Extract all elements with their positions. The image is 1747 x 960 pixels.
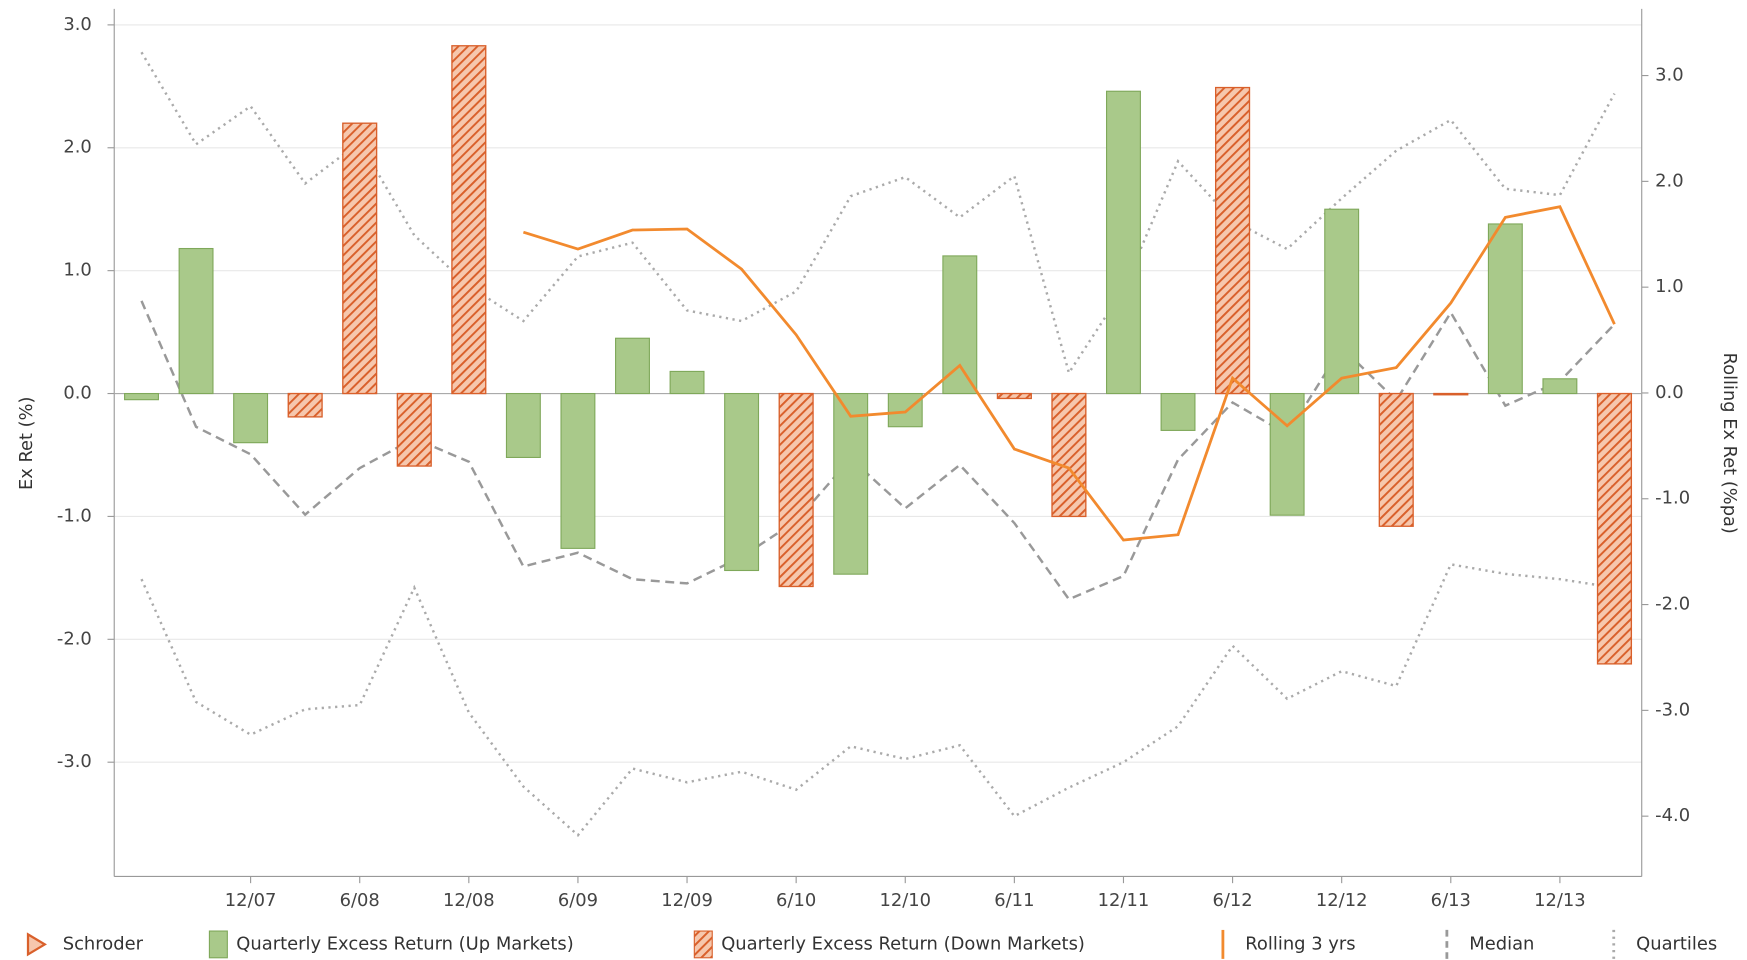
bar (560, 392, 596, 549)
rolling-line (522, 205, 1616, 542)
y2-tick-label: 0.0 (1655, 382, 1683, 403)
legend-label: Quarterly Excess Return (Up Markets) (236, 933, 573, 954)
bar (1051, 392, 1087, 518)
bar (342, 122, 378, 395)
legend-swatch (208, 930, 228, 959)
bar (1378, 392, 1414, 527)
x-tick-label: 12/09 (661, 890, 713, 911)
bar (1324, 208, 1360, 395)
legend-label: Quarterly Excess Return (Down Markets) (721, 933, 1085, 954)
bar (1433, 392, 1469, 396)
bar (942, 255, 978, 395)
y2-axis-title: Rolling Ex Ret (%pa) (1719, 353, 1740, 534)
bar (178, 247, 214, 395)
bar (1269, 392, 1305, 516)
y2-tick-label: 2.0 (1655, 170, 1683, 191)
bar (1105, 90, 1141, 395)
bar (669, 370, 705, 395)
y-tick-label: 0.0 (63, 383, 91, 404)
y-tick-label: -3.0 (57, 751, 92, 772)
upper-quartile-line (140, 51, 1616, 376)
x-tick-label: 12/11 (1098, 890, 1150, 911)
x-tick-label: 12/08 (443, 890, 495, 911)
y2-tick-label: -2.0 (1655, 594, 1690, 615)
bar (1214, 86, 1251, 395)
x-tick-label: 6/09 (558, 890, 598, 911)
legend-swatch (693, 930, 713, 959)
x-tick-label: 12/10 (879, 890, 931, 911)
y2-tick-label: -4.0 (1655, 805, 1690, 826)
x-tick-label: 6/10 (776, 890, 816, 911)
legend-label: Median (1469, 933, 1534, 954)
bar (1487, 223, 1523, 395)
legend-label: Schroder (63, 933, 144, 954)
bar (833, 392, 869, 575)
y-tick-label: 2.0 (63, 137, 91, 158)
x-tick-label: 12/13 (1534, 890, 1586, 911)
y-tick-label: 1.0 (63, 260, 91, 281)
x-tick-label: 12/12 (1316, 890, 1368, 911)
x-tick-label: 12/07 (225, 890, 277, 911)
y-tick-label: -2.0 (57, 628, 92, 649)
bar (887, 392, 923, 428)
y-axis-title: Ex Ret (%) (16, 397, 37, 490)
y2-tick-label: 3.0 (1655, 65, 1683, 86)
x-tick-label: 6/11 (994, 890, 1034, 911)
lower-quartile-line (140, 562, 1615, 837)
y-tick-label: 3.0 (63, 14, 91, 35)
bar (1542, 378, 1578, 395)
bar (124, 392, 159, 401)
bar (1160, 392, 1196, 431)
bar (287, 392, 323, 418)
bar (778, 392, 814, 588)
bar (505, 392, 541, 458)
x-tick-label: 6/13 (1431, 890, 1471, 911)
y-tick-label: -1.0 (57, 505, 92, 526)
y2-tick-label: 1.0 (1655, 276, 1683, 297)
legend-marker (26, 932, 47, 957)
bar (615, 337, 650, 395)
bar (451, 45, 487, 395)
x-tick-label: 6/12 (1212, 890, 1252, 911)
bar (996, 392, 1032, 400)
x-tick-label: 6/08 (340, 890, 380, 911)
bar (396, 392, 432, 467)
bar (1596, 392, 1633, 665)
bar (724, 392, 760, 572)
legend-label: Rolling 3 yrs (1245, 933, 1355, 954)
legend-label: Quartiles (1636, 933, 1717, 954)
y2-tick-label: -3.0 (1655, 699, 1690, 720)
y2-tick-label: -1.0 (1655, 488, 1690, 509)
bar (233, 392, 269, 444)
